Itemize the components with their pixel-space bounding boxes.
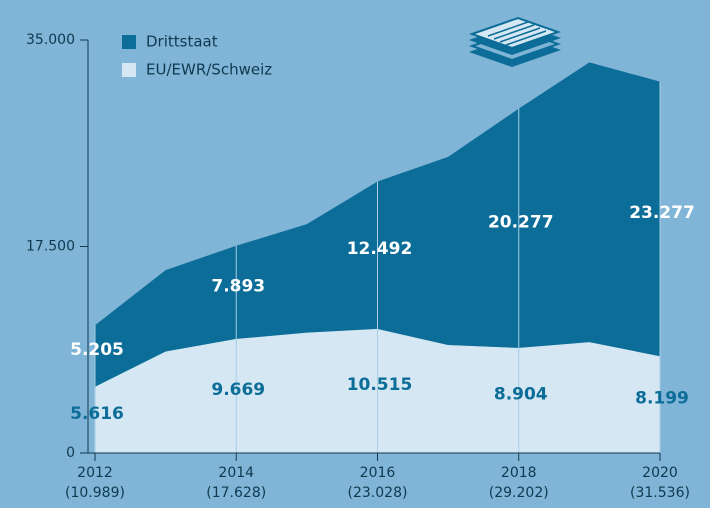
x-tick-label: 2018: [501, 465, 537, 481]
x-tick-sublabel: (17.628): [206, 485, 266, 501]
y-tick-label: 0: [66, 445, 75, 461]
value-label: 8.904: [494, 384, 548, 404]
x-tick-label: 2016: [360, 465, 396, 481]
value-label: 20.277: [488, 212, 554, 232]
x-tick-label: 2020: [642, 465, 678, 481]
legend-swatch: [122, 35, 136, 49]
legend-swatch: [122, 63, 136, 77]
x-tick-sublabel: (23.028): [348, 485, 408, 501]
value-label: 12.492: [347, 239, 413, 259]
value-label: 23.277: [629, 203, 695, 223]
legend-label: EU/EWR/Schweiz: [146, 61, 272, 79]
x-tick-label: 2014: [218, 465, 254, 481]
value-label: 9.669: [211, 380, 265, 400]
legend-label: Drittstaat: [146, 33, 218, 51]
x-tick-label: 2012: [77, 465, 113, 481]
value-label: 10.515: [347, 375, 413, 395]
y-tick-label: 35.000: [26, 32, 75, 48]
value-label: 8.199: [635, 389, 689, 409]
x-tick-sublabel: (31.536): [630, 485, 690, 501]
value-label: 5.205: [70, 340, 124, 360]
value-label: 7.893: [211, 276, 265, 296]
value-label: 5.616: [70, 404, 124, 424]
x-tick-sublabel: (10.989): [65, 485, 125, 501]
y-tick-label: 17.500: [26, 239, 75, 255]
document-icon: [468, 16, 562, 68]
x-tick-sublabel: (29.202): [489, 485, 549, 501]
